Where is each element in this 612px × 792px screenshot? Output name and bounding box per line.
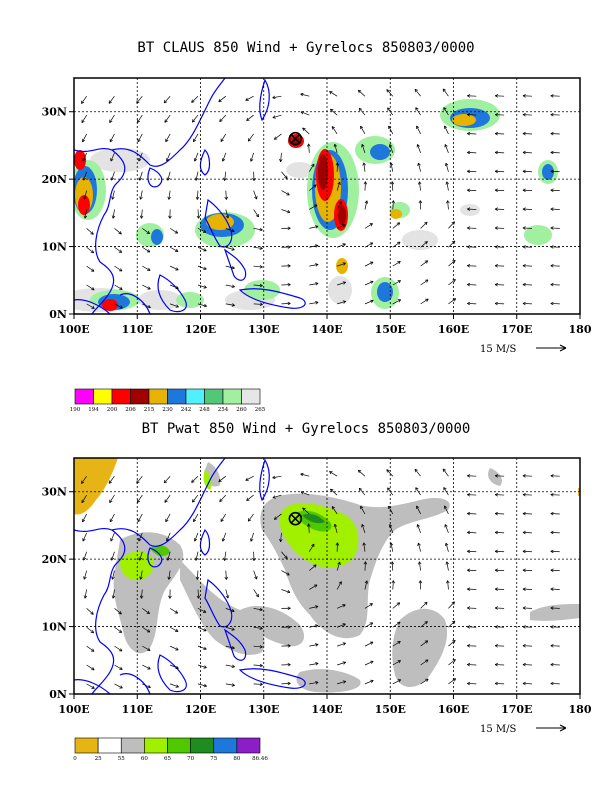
colorbar-label: 248 [199, 407, 210, 413]
colorbar-swatch [241, 388, 261, 405]
lat-tick-label: 20N [42, 173, 67, 186]
colorbar-label: 55 [118, 756, 125, 762]
colorbar-label: 75 [210, 756, 217, 762]
colorbar-swatch [74, 388, 94, 405]
lon-tick-label: 180 [569, 703, 592, 716]
bottom-pwat-shading [74, 458, 580, 693]
lon-tick-label: 110E [122, 703, 153, 716]
lon-tick-label: 150E [375, 323, 406, 336]
colorbar-swatch [167, 388, 187, 405]
colorbar-swatch [111, 388, 131, 405]
top-cloud-shading [74, 99, 558, 312]
colorbar-swatch [130, 388, 150, 405]
bottom-reference-vector: 15 M/S [480, 724, 567, 735]
colorbar-label: 215 [144, 407, 155, 413]
colorbar-swatch [74, 737, 99, 754]
colorbar-label: 260 [236, 407, 247, 413]
colorbar-swatch [93, 388, 113, 405]
colorbar-label: 25 [95, 756, 102, 762]
colorbar-swatch [204, 388, 224, 405]
lon-tick-label: 170E [501, 323, 532, 336]
colorbar-swatch [167, 737, 191, 754]
colorbar-swatch [185, 388, 205, 405]
lon-tick-label: 160E [438, 323, 469, 336]
colorbar-label: 194 [88, 407, 99, 413]
lon-tick-label: 140E [311, 323, 342, 336]
lat-tick-label: 10N [42, 621, 67, 634]
lat-tick-label: 10N [42, 241, 67, 254]
colorbar-label: 65 [164, 756, 171, 762]
lat-tick-label: 0N [49, 688, 67, 701]
colorbar-label: 0 [73, 756, 77, 762]
colorbar-swatch [190, 737, 215, 754]
gyre-location-marker [288, 511, 303, 526]
lon-tick-label: 160E [438, 703, 469, 716]
lat-tick-label: 0N [49, 308, 67, 321]
top-wind-vectors [81, 88, 560, 309]
top-colorbar: 190 194 200 206 215 230 242 248 254 260 265 [70, 388, 266, 413]
lon-tick-label: 150E [375, 703, 406, 716]
lon-tick-label: 180 [569, 323, 592, 336]
colorbar-label: 265 [255, 407, 266, 413]
colorbar-label: 254 [218, 407, 229, 413]
colorbar-label: 242 [181, 407, 192, 413]
colorbar-label: 230 [162, 407, 173, 413]
bottom-map-panel: 100E 110E 120E 130E 140E 150E 160E 170E 180 30N 20… [42, 457, 592, 762]
lon-tick-label: 170E [501, 703, 532, 716]
colorbar-label: 86.46 [252, 756, 268, 762]
colorbar-swatch [236, 737, 261, 754]
top-map-panel: 100E 110E 120E 130E 140E 150E 160E 170E 180 30N 20… [42, 77, 592, 413]
colorbar-label: 200 [107, 407, 118, 413]
colorbar-label: 70 [187, 756, 194, 762]
colorbar-swatch [213, 737, 238, 754]
lat-tick-label: 30N [42, 486, 67, 499]
top-gyre-marker [288, 131, 303, 146]
top-reference-vector: 15 M/S [480, 344, 567, 355]
top-axis-ticks: 100E 110E 120E 130E 140E 150E 160E 170E 180 30N 20… [42, 106, 592, 336]
lon-tick-label: 120E [185, 703, 216, 716]
reference-vector-label: 15 M/S [480, 724, 517, 735]
lon-tick-label: 140E [311, 703, 342, 716]
colorbar-label: 60 [141, 756, 148, 762]
lon-tick-label: 120E [185, 323, 216, 336]
lon-tick-label: 130E [248, 323, 279, 336]
lon-tick-label: 100E [58, 323, 89, 336]
bottom-gyre-marker [288, 511, 303, 526]
bottom-title: BT Pwat 850 Wind + Gyrelocs 850803/0000 [141, 421, 471, 437]
colorbar-label: 80 [233, 756, 240, 762]
bottom-grid [74, 458, 580, 694]
reference-vector-label: 15 M/S [480, 344, 517, 355]
bottom-wind-vectors [81, 468, 560, 689]
lat-tick-label: 20N [42, 553, 67, 566]
colorbar-swatch [120, 737, 145, 754]
colorbar-swatch [148, 388, 168, 405]
lon-tick-label: 110E [122, 323, 153, 336]
colorbar-label: 190 [70, 407, 81, 413]
lon-tick-label: 130E [248, 703, 279, 716]
bottom-axis-ticks: 100E 110E 120E 130E 140E 150E 160E 170E 180 30N 20… [42, 486, 592, 716]
gyre-location-marker [288, 131, 303, 146]
colorbar-swatch [97, 737, 122, 754]
bottom-colorbar: 0 25 55 60 65 70 75 80 86.46 [73, 737, 268, 762]
top-title: BT CLAUS 850 Wind + Gyrelocs 850803/0000 [137, 40, 475, 56]
lat-tick-label: 30N [42, 106, 67, 119]
colorbar-label: 206 [125, 407, 136, 413]
lon-tick-label: 100E [58, 703, 89, 716]
colorbar-swatch [222, 388, 242, 405]
colorbar-swatch [144, 737, 168, 754]
